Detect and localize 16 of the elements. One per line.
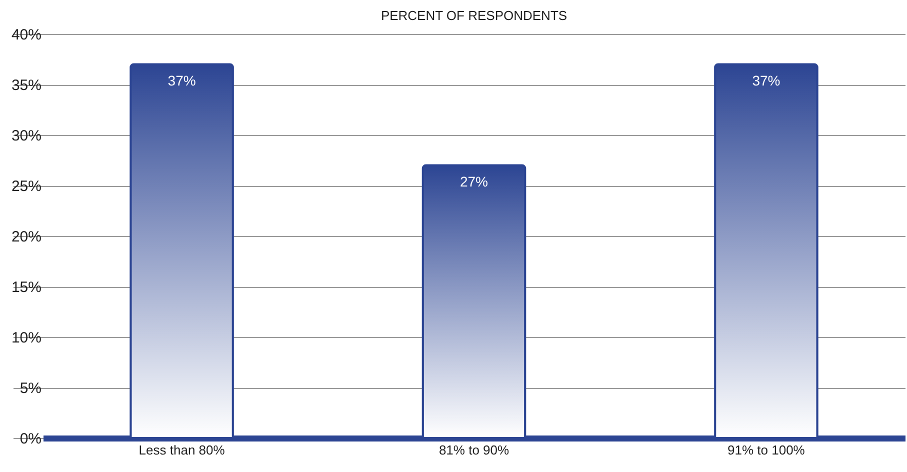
y-tick-label: 40% xyxy=(11,26,42,44)
chart-title: PERCENT OF RESPONDENTS xyxy=(380,8,568,23)
y-tick-label: 15% xyxy=(11,279,42,296)
y-tick-label: 5% xyxy=(20,380,42,397)
x-tick-label: 91% to 100% xyxy=(728,442,806,458)
y-tick-label: 0% xyxy=(20,430,42,448)
x-tick-label: Less than 80% xyxy=(138,442,226,458)
y-tick-label: 25% xyxy=(11,178,42,195)
data-label: 37% xyxy=(752,72,780,88)
x-tick-label: 81% to 90% xyxy=(438,442,510,458)
data-label: 37% xyxy=(168,72,196,88)
y-tick-label: 20% xyxy=(11,228,42,246)
y-tick-label: 30% xyxy=(11,128,42,144)
data-label: 27% xyxy=(460,173,488,190)
y-tick-label: 35% xyxy=(11,77,42,94)
y-tick-label: 10% xyxy=(11,330,42,346)
